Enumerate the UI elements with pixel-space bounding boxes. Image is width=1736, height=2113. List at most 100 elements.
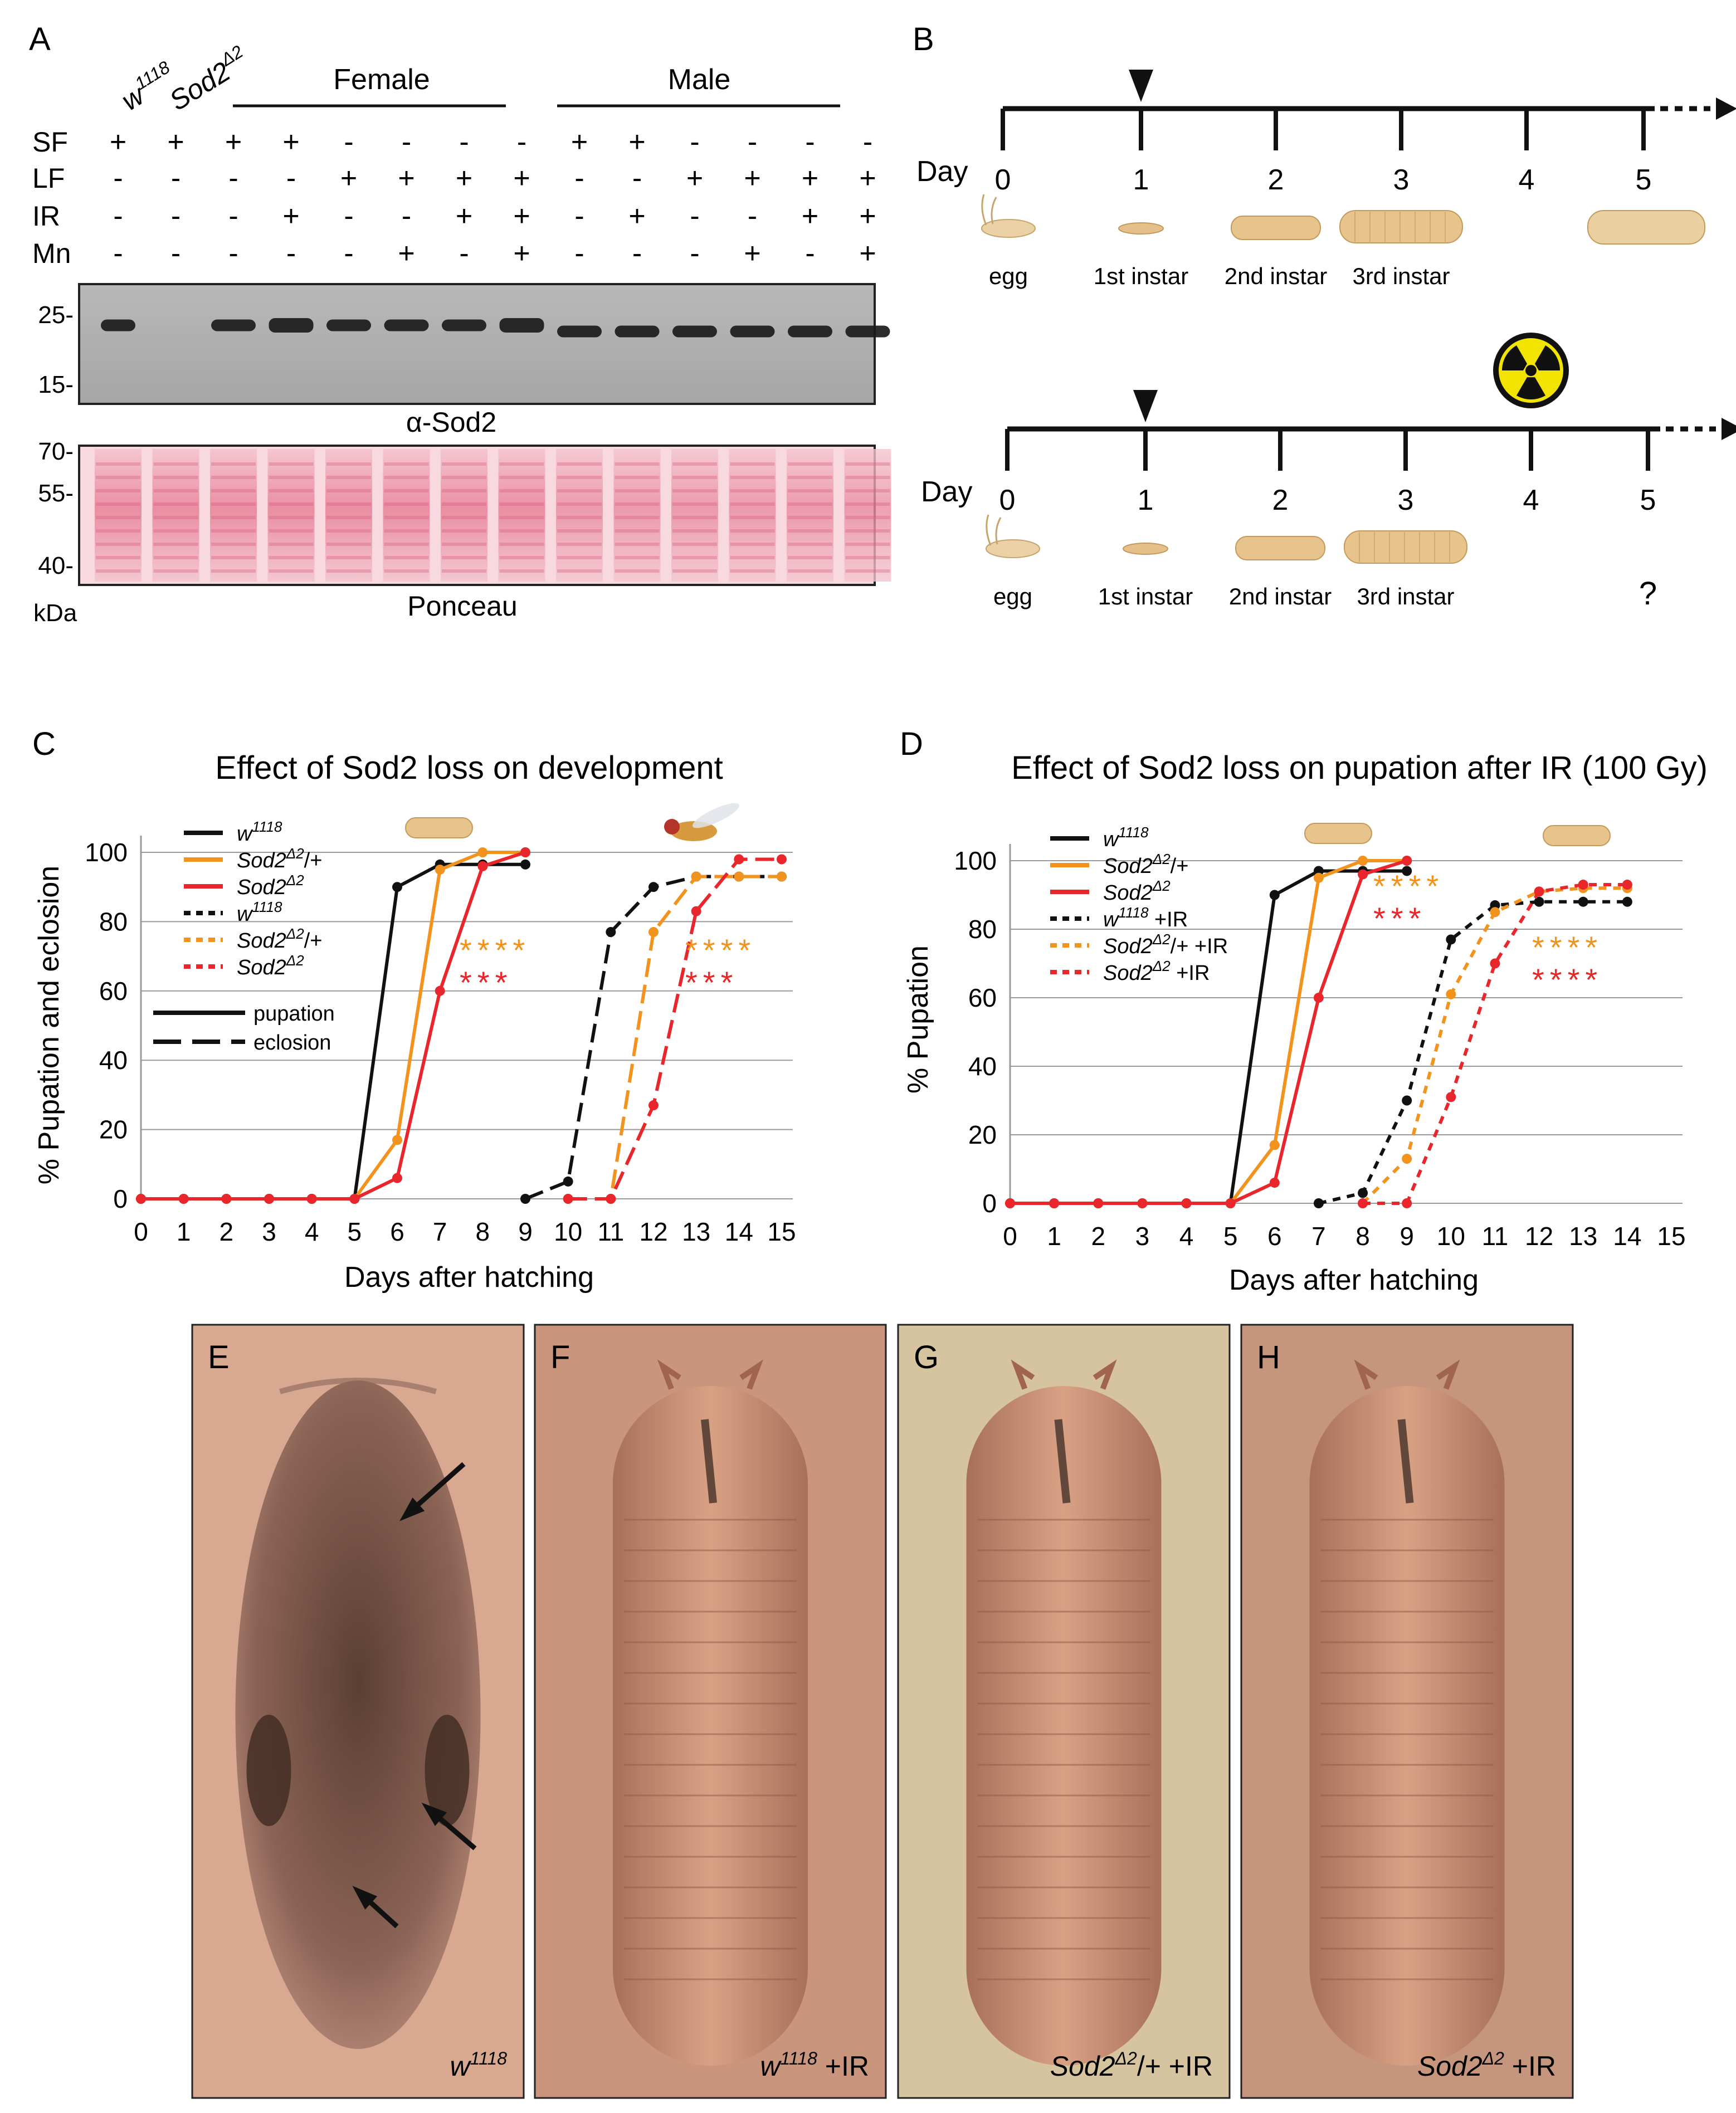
pupa-icon xyxy=(1543,825,1611,846)
ponceau-band xyxy=(845,462,890,466)
ponceau-band xyxy=(384,516,429,519)
ponceau-unit: kDa xyxy=(33,599,77,627)
larva-2nd-icon xyxy=(1231,216,1321,240)
ponceau-band xyxy=(845,529,890,533)
legend-label: Sod2Δ2 xyxy=(237,872,304,899)
data-point xyxy=(1225,1198,1236,1208)
photo-caption: w1118 xyxy=(450,2048,507,2082)
day-label: Day xyxy=(921,476,972,508)
data-point xyxy=(1313,866,1324,876)
caption-sup: 1118 xyxy=(780,2048,817,2068)
data-point xyxy=(1446,934,1456,945)
cell-sf: - xyxy=(805,126,815,158)
data-point xyxy=(392,882,402,892)
ponceau-band xyxy=(442,543,486,546)
panel-c: C Effect of Sod2 loss on development 020… xyxy=(32,726,796,1294)
ponceau-label: Ponceau xyxy=(407,591,517,622)
ponceau-band xyxy=(845,502,890,506)
ponceau-band xyxy=(730,462,775,466)
ponceau-band xyxy=(326,569,371,573)
cell-lf: - xyxy=(632,162,642,194)
cell-mn: - xyxy=(286,237,296,270)
data-point xyxy=(477,861,488,871)
row-label-sf: SF xyxy=(32,126,68,158)
pupa-spiracles xyxy=(1011,1359,1117,1390)
ponceau-band xyxy=(730,569,775,573)
legend-label: Sod2Δ2/+ +IR xyxy=(1103,931,1228,958)
ponceau-lane xyxy=(95,449,142,582)
cell-ir: - xyxy=(574,200,584,232)
caption-main: w xyxy=(450,2051,471,2082)
blot-tick-25: 25- xyxy=(38,301,74,329)
data-point xyxy=(648,882,659,892)
blot-band xyxy=(730,325,775,338)
ponceau-band xyxy=(442,516,486,519)
stage-label-suffix: rd instar xyxy=(1366,263,1450,289)
ponceau-band xyxy=(211,569,256,573)
ponceau-band xyxy=(499,529,544,533)
legend-label: w1118 xyxy=(1103,824,1149,851)
ponceau-band xyxy=(153,516,198,519)
cell-mn: + xyxy=(398,237,415,270)
x-tick-label: 12 xyxy=(1525,1222,1553,1251)
legend-label: Sod2Δ2/+ xyxy=(1103,851,1188,878)
mouth-hook xyxy=(1397,1419,1414,1504)
photo-panel-g: G Sod2Δ2/+ +IR xyxy=(897,1324,1231,2099)
legend-label-sup: Δ2 xyxy=(286,952,304,969)
cell-ir: + xyxy=(513,200,530,232)
cell-lf: + xyxy=(513,162,530,194)
data-point xyxy=(1358,1198,1368,1208)
fly-eye-icon xyxy=(664,819,680,835)
ponceau-band xyxy=(730,556,775,559)
ponceau-band xyxy=(499,556,544,559)
day-number: 3 xyxy=(1398,484,1414,516)
ponceau-band xyxy=(96,569,140,573)
ponceau-band xyxy=(499,489,544,492)
data-point xyxy=(1313,993,1324,1003)
legend-label-sup: 1118 xyxy=(1118,904,1149,921)
cell-mn: - xyxy=(113,237,123,270)
legend-label-sup: 1118 xyxy=(1118,824,1149,841)
data-point xyxy=(734,854,744,865)
pupa-tissue xyxy=(425,1715,470,1826)
panel-letter-a: A xyxy=(29,21,51,57)
y-axis-label-c: % Pupation and eclosion xyxy=(33,866,65,1184)
ponceau-band xyxy=(384,569,429,573)
y-tick-label: 20 xyxy=(968,1120,997,1149)
x-tick-label: 11 xyxy=(1482,1222,1509,1251)
ponceau-band xyxy=(730,543,775,546)
radiation-center xyxy=(1525,365,1537,376)
legend-label: w1118 +IR xyxy=(1103,904,1188,931)
data-point xyxy=(691,906,701,916)
x-tick-label: 8 xyxy=(1355,1222,1370,1251)
ponceau-band xyxy=(615,556,660,559)
unknown-outcome: ? xyxy=(1639,575,1657,612)
ponceau-band xyxy=(442,476,486,479)
data-point xyxy=(1534,896,1544,907)
legend-label-main: Sod2 xyxy=(237,956,286,979)
data-point xyxy=(1402,856,1412,866)
significance-stars-orange: **** xyxy=(1532,930,1603,965)
western-blot xyxy=(78,283,876,405)
caption-sup: Δ2 xyxy=(1482,2048,1504,2068)
legend-label-sup: Δ2 xyxy=(286,845,304,862)
stage-label: 3rd instar xyxy=(1352,263,1450,289)
data-point xyxy=(1578,896,1588,907)
ponceau-band xyxy=(499,476,544,479)
ponceau-lane xyxy=(671,449,718,582)
data-point xyxy=(435,865,445,875)
ponceau-band xyxy=(845,489,890,492)
data-point xyxy=(1313,872,1324,883)
legend-label-sup: Δ2 xyxy=(1152,931,1171,948)
data-point xyxy=(1402,866,1412,876)
larva-2nd-icon xyxy=(1235,536,1325,560)
ponceau-band xyxy=(153,476,198,479)
significance-stars-orange: **** xyxy=(685,933,756,968)
legend-label: w1118 xyxy=(237,818,282,846)
series-line xyxy=(141,851,526,1201)
group-label-female: Female xyxy=(333,64,430,96)
panel-letter-d: D xyxy=(900,726,923,762)
ponceau-band xyxy=(384,529,429,533)
